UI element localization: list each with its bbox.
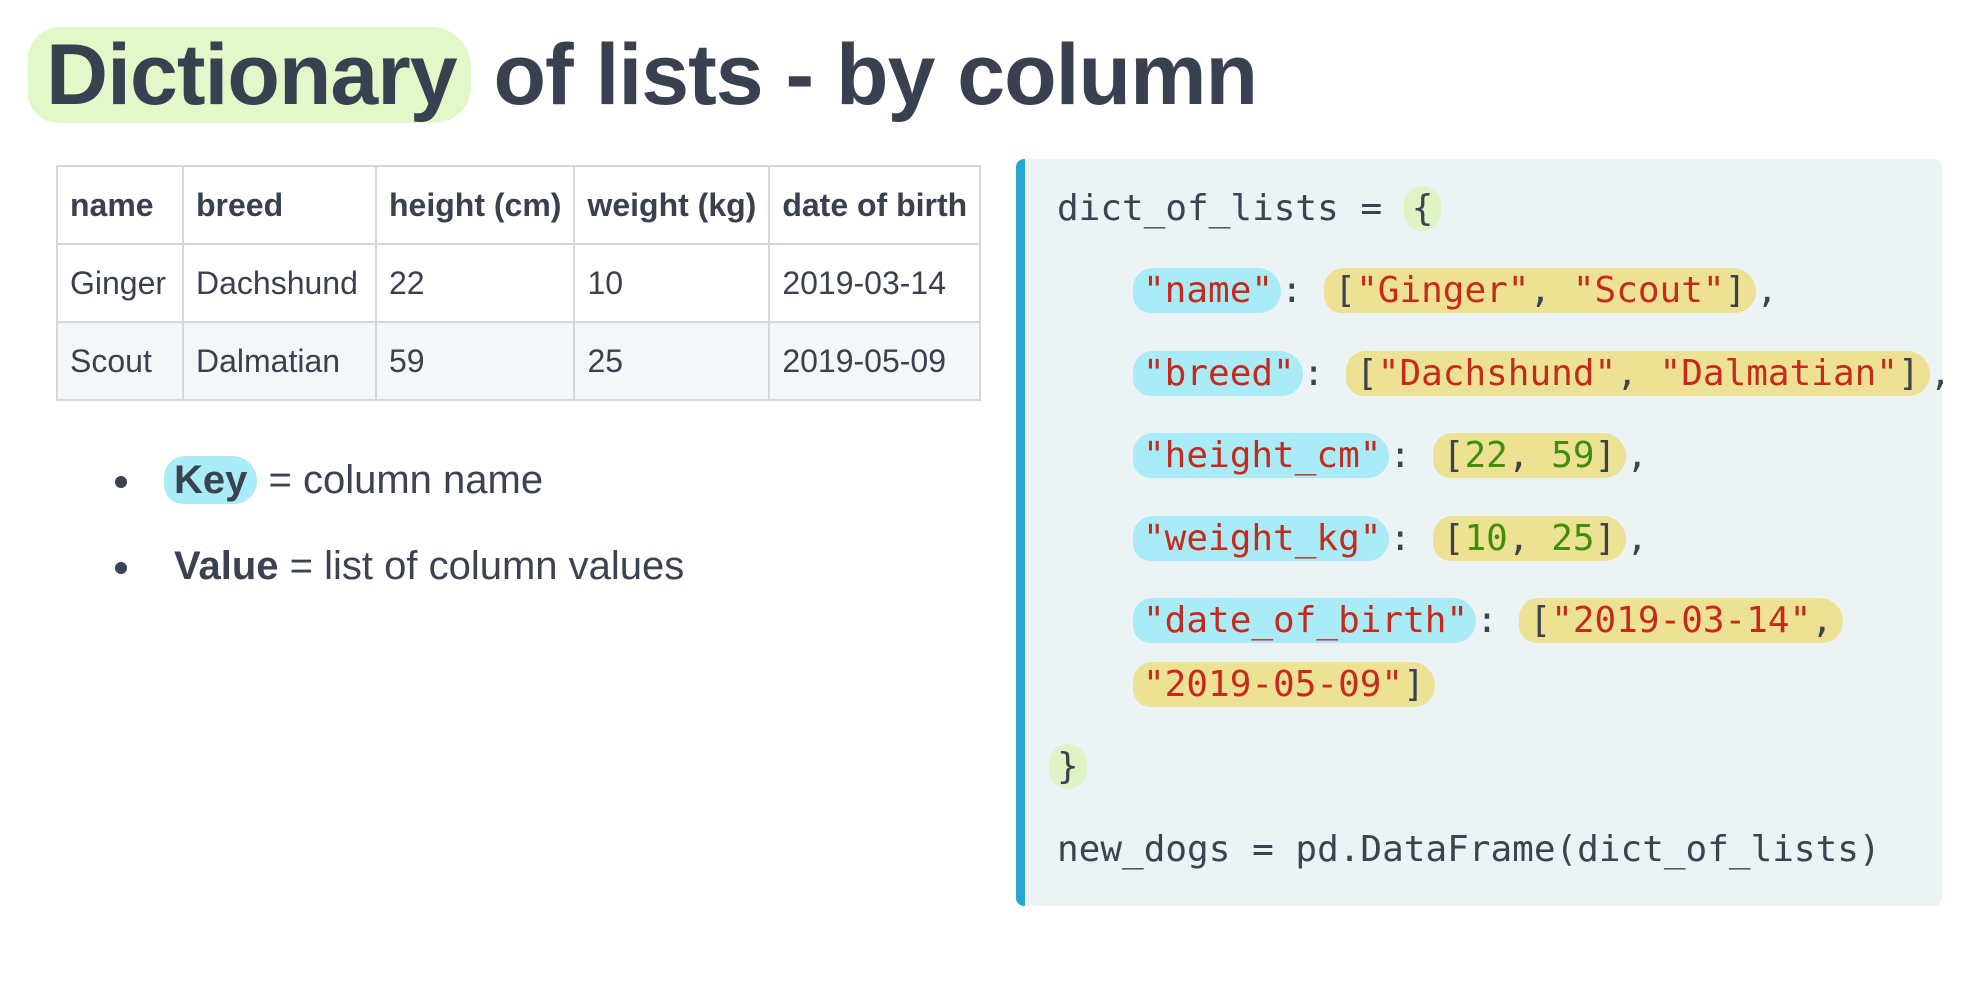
code-rbracket: ] — [1403, 664, 1425, 705]
code-trailing-comma: , — [1626, 435, 1648, 476]
column-header-height: height (cm) — [374, 165, 576, 245]
code-list-value: "Scout" — [1572, 270, 1725, 311]
column-header-breed: breed — [182, 165, 377, 245]
column-header-name: name — [56, 165, 184, 245]
code-close-brace: } — [1049, 744, 1087, 789]
code-dict-key: "height_cm" — [1133, 433, 1390, 478]
code-rbracket: ] — [1594, 518, 1617, 559]
code-dict-key: "date_of_birth" — [1133, 598, 1477, 643]
bullet-text: = list of column values — [278, 544, 685, 588]
bullet-term: Value — [174, 544, 279, 588]
code-operator: = — [1338, 188, 1404, 229]
bullet-term: Key — [164, 456, 258, 504]
code-colon: : — [1302, 353, 1347, 394]
code-variable: dict_of_lists — [1057, 188, 1339, 229]
bullet-text: = column name — [257, 458, 544, 502]
code-colon: : — [1389, 518, 1433, 559]
table-row: Ginger Dachshund 22 10 2019-03-14 — [56, 243, 982, 323]
code-trailing-comma: , — [1756, 270, 1778, 311]
code-list-value: "Dalmatian" — [1659, 353, 1898, 394]
table-cell: Dalmatian — [182, 321, 377, 401]
code-open-brace: { — [1403, 186, 1442, 231]
table-header-row: name breed height (cm) weight (kg) date … — [56, 165, 982, 245]
code-colon: : — [1476, 600, 1520, 641]
table-cell: 2019-03-14 — [768, 243, 982, 323]
code-lbracket: [ — [1442, 435, 1465, 476]
table-cell: 10 — [573, 243, 771, 323]
code-list-value: "Ginger" — [1356, 270, 1530, 311]
code-comma: , — [1529, 270, 1573, 311]
code-list-value: 22 — [1464, 435, 1508, 476]
code-comma: , — [1811, 600, 1833, 641]
code-line-entry: "weight_kg": [10, 25], — [1133, 514, 1648, 564]
dogs-table: name breed height (cm) weight (kg) date … — [56, 165, 982, 401]
code-list-value: 25 — [1551, 518, 1595, 559]
code-list-value: "2019-05-09" — [1143, 664, 1404, 705]
code-trailing-comma: , — [1626, 518, 1648, 559]
code-line-entry: "breed": ["Dachshund", "Dalmatian"], — [1133, 349, 1951, 399]
code-rbracket: ] — [1897, 353, 1920, 394]
code-dataframe-call: new_dogs = pd.DataFrame(dict_of_lists) — [1057, 829, 1881, 870]
table-row: Scout Dalmatian 59 25 2019-05-09 — [56, 321, 982, 401]
code-list-value: 59 — [1551, 435, 1595, 476]
code-line-dataframe: new_dogs = pd.DataFrame(dict_of_lists) — [1057, 825, 1881, 875]
bullet-item-key: Key = column name — [110, 445, 684, 531]
code-line-close: } — [1049, 742, 1087, 792]
code-block: dict_of_lists = { "name": ["Ginger", "Sc… — [1016, 159, 1951, 906]
table-cell: 59 — [374, 321, 576, 401]
code-list-value: "2019-03-14" — [1551, 600, 1812, 641]
code-colon: : — [1281, 270, 1325, 311]
code-dict-key: "weight_kg" — [1133, 516, 1390, 561]
table-cell: 22 — [374, 243, 576, 323]
code-comma: , — [1507, 435, 1552, 476]
code-list-value: "Dachshund" — [1377, 353, 1617, 394]
title-highlight-word: Dictionary — [28, 27, 471, 123]
code-lbracket: [ — [1442, 518, 1465, 559]
code-comma: , — [1507, 518, 1552, 559]
table-cell: 25 — [573, 321, 771, 401]
code-lbracket: [ — [1529, 600, 1552, 641]
code-lbracket: [ — [1356, 353, 1378, 394]
code-rbracket: ] — [1594, 435, 1617, 476]
code-dict-key: "breed" — [1133, 351, 1303, 396]
code-trailing-comma: , — [1929, 353, 1952, 394]
bullet-dot-icon — [115, 476, 127, 488]
code-lbracket: [ — [1334, 270, 1357, 311]
code-line-entry: "name": ["Ginger", "Scout"], — [1133, 266, 1778, 316]
code-line-assignment: dict_of_lists = { — [1057, 184, 1442, 234]
code-comma: , — [1616, 353, 1660, 394]
table-cell: Dachshund — [182, 243, 377, 323]
code-list-value: 10 — [1464, 518, 1508, 559]
table-cell: Scout — [56, 321, 184, 401]
table-cell: 2019-05-09 — [768, 321, 982, 401]
column-header-weight: weight (kg) — [573, 165, 771, 245]
code-line-entry: "date_of_birth": ["2019-03-14", — [1133, 596, 1843, 646]
slide-title: Dictionary of lists - by column — [28, 20, 1258, 130]
code-line-entry: "height_cm": [22, 59], — [1133, 431, 1648, 481]
table-cell: Ginger — [56, 243, 184, 323]
code-line-entry-continued: "2019-05-09"] — [1133, 660, 1435, 710]
code-dict-key: "name" — [1133, 268, 1282, 313]
code-rbracket: ] — [1724, 270, 1747, 311]
bullet-list: Key = column name Value = list of column… — [110, 445, 684, 617]
title-rest: of lists - by column — [470, 27, 1258, 123]
bullet-item-value: Value = list of column values — [110, 531, 684, 617]
column-header-date-of-birth: date of birth — [768, 165, 982, 245]
bullet-dot-icon — [115, 562, 127, 574]
code-colon: : — [1389, 435, 1433, 476]
